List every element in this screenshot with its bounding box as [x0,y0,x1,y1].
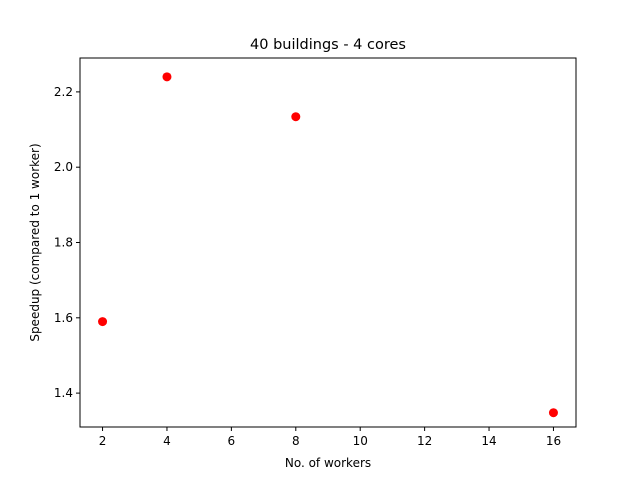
chart-title: 40 buildings - 4 cores [250,37,406,53]
data-point [162,72,172,82]
y-axis: 1.4 1.6 1.8 2.0 2.2 [54,85,80,400]
y-tick-label: 2.0 [54,160,73,174]
y-tick-label: 1.4 [54,386,73,400]
x-tick-label: 4 [163,434,171,448]
x-tick-label: 6 [228,434,236,448]
y-tick-label: 2.2 [54,85,73,99]
plot-frame [79,57,577,428]
y-tick-label: 1.6 [54,311,73,325]
scatter-points [98,72,558,418]
data-point [291,112,301,122]
data-point [98,317,108,327]
x-axis-label: No. of workers [285,456,371,470]
y-tick-label: 1.8 [54,236,73,250]
x-tick-label: 14 [481,434,496,448]
x-tick-label: 12 [417,434,432,448]
x-tick-label: 16 [546,434,561,448]
x-tick-label: 2 [99,434,107,448]
data-point [548,408,558,418]
x-tick-label: 8 [292,434,300,448]
x-tick-label: 10 [353,434,368,448]
x-axis: 2 4 6 8 10 12 14 16 [99,427,561,448]
y-axis-label: Speedup (compared to 1 worker) [28,143,42,341]
